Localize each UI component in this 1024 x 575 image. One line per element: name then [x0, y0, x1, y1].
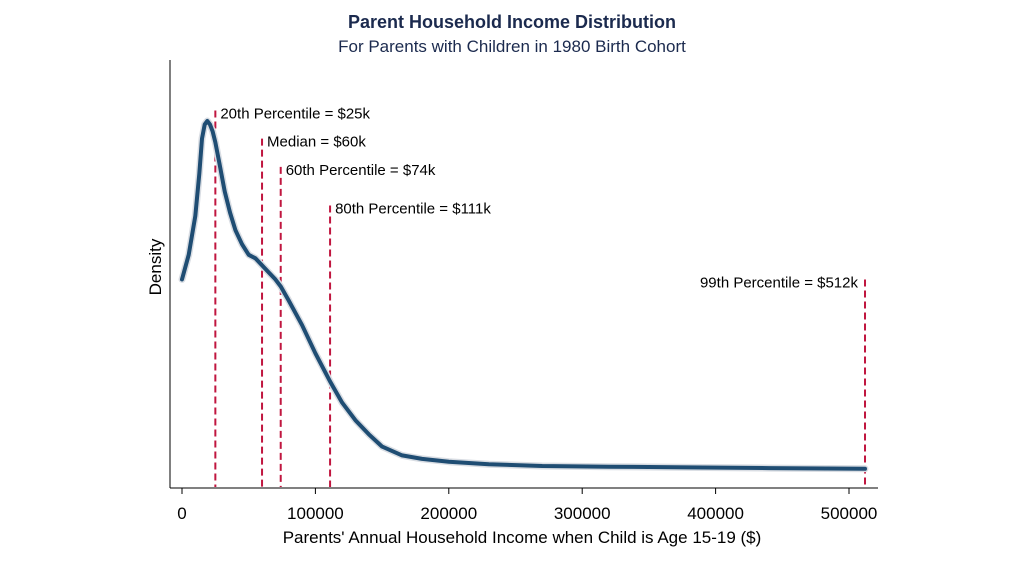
percentile-label: 20th Percentile = $25k — [220, 106, 370, 123]
density-curve — [180, 119, 867, 471]
x-tick-label: 300000 — [554, 504, 611, 523]
percentile-label: 99th Percentile = $512k — [700, 274, 859, 291]
x-tick-label: 0 — [177, 504, 186, 523]
percentile-label: Median = $60k — [267, 134, 366, 151]
x-axis-ticks: 0 100000 200000 300000 400000 500000 — [177, 488, 877, 523]
percentile-label: 80th Percentile = $111k — [335, 201, 491, 218]
plot-area: 20th Percentile = $25k Median = $60k 60th … — [178, 106, 869, 487]
x-axis-label: Parents' Annual Household Income when Ch… — [283, 528, 762, 547]
chart-title: Parent Household Income Distribution — [348, 12, 676, 32]
x-tick-label: 500000 — [821, 504, 878, 523]
x-tick-label: 200000 — [420, 504, 477, 523]
x-tick-label: 100000 — [287, 504, 344, 523]
y-axis-label: Density — [146, 238, 165, 295]
percentile-label: 60th Percentile = $74k — [286, 162, 436, 179]
x-tick-label: 400000 — [687, 504, 744, 523]
chart-subtitle: For Parents with Children in 1980 Birth … — [338, 37, 686, 56]
